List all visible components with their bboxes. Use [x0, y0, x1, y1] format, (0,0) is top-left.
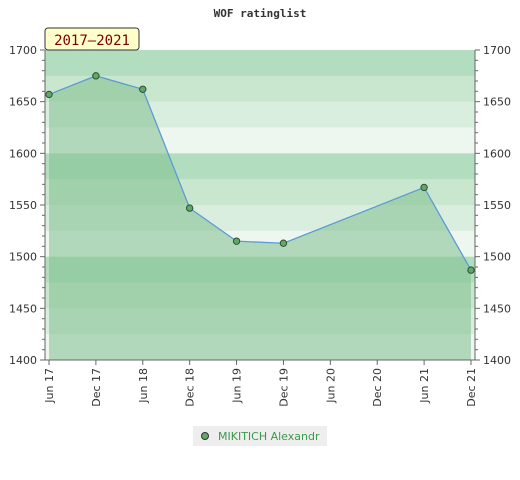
y-tick-label-right: 1550 — [483, 199, 511, 212]
rating-area — [49, 75, 471, 360]
x-tick-label: Jun 19 — [231, 368, 244, 404]
x-tick-labels: Jun 17 Dec 17 Jun 18 Dec 18 Jun 19 Dec 19 Jun … — [43, 360, 478, 407]
y-tick-label-right: 1500 — [483, 251, 511, 264]
y-tick-label-right: 1600 — [483, 147, 511, 160]
y-tick-label-left: 1550 — [9, 199, 37, 212]
x-tick-label: Jun 20 — [324, 368, 337, 404]
rating-points — [45, 72, 475, 274]
y-tick-label-left: 1500 — [9, 251, 37, 264]
chart-title: WOF ratinglist — [214, 7, 307, 20]
y-tick-label-left: 1700 — [9, 44, 37, 57]
x-tick-label: Dec 21 — [465, 368, 478, 407]
point-jun-18 — [139, 85, 147, 93]
period-badge: 2017–2021 — [44, 27, 140, 51]
point-dec-21 — [467, 266, 475, 274]
point-dec-17 — [92, 72, 100, 80]
point-dec-19 — [279, 239, 288, 247]
band-0 — [45, 50, 475, 77]
x-tick-label: Jun 18 — [137, 368, 150, 404]
y-tick-label-left: 1450 — [9, 302, 37, 315]
y-tick-labels-left: 1700 1650 1600 1550 1500 1450 1400 — [9, 44, 37, 367]
period-label: 2017–2021 — [54, 33, 130, 49]
y-tick-label-left: 1650 — [9, 96, 37, 109]
y-tick-label-right: 1400 — [483, 354, 511, 367]
y-tick-label-left: 1600 — [9, 147, 37, 160]
x-tick-label: Jun 17 — [43, 368, 56, 404]
point-dec-18 — [185, 204, 194, 212]
x-tick-label: Dec 20 — [371, 368, 384, 407]
legend: MIKITICH Alexandr — [193, 426, 327, 446]
y-tick-label-right: 1650 — [483, 96, 511, 109]
x-tick-label: Dec 17 — [90, 368, 103, 407]
y-tick-label-right: 1450 — [483, 302, 511, 315]
y-tick-labels-right: 1700 1650 1600 1550 1500 1450 1400 — [483, 44, 511, 367]
point-jun-19 — [232, 237, 241, 245]
x-tick-label: Dec 18 — [184, 368, 197, 407]
point-jun-21 — [420, 183, 428, 192]
x-tick-label: Jun 21 — [418, 368, 431, 404]
point-jun-17 — [45, 90, 53, 99]
x-tick-label: Dec 19 — [277, 368, 290, 407]
legend-marker — [201, 432, 209, 440]
rating-line — [48, 75, 472, 271]
y-tick-label-left: 1400 — [9, 354, 37, 367]
legend-series-name: MIKITICH Alexandr — [218, 429, 320, 443]
y-tick-label-right: 1700 — [483, 44, 511, 57]
